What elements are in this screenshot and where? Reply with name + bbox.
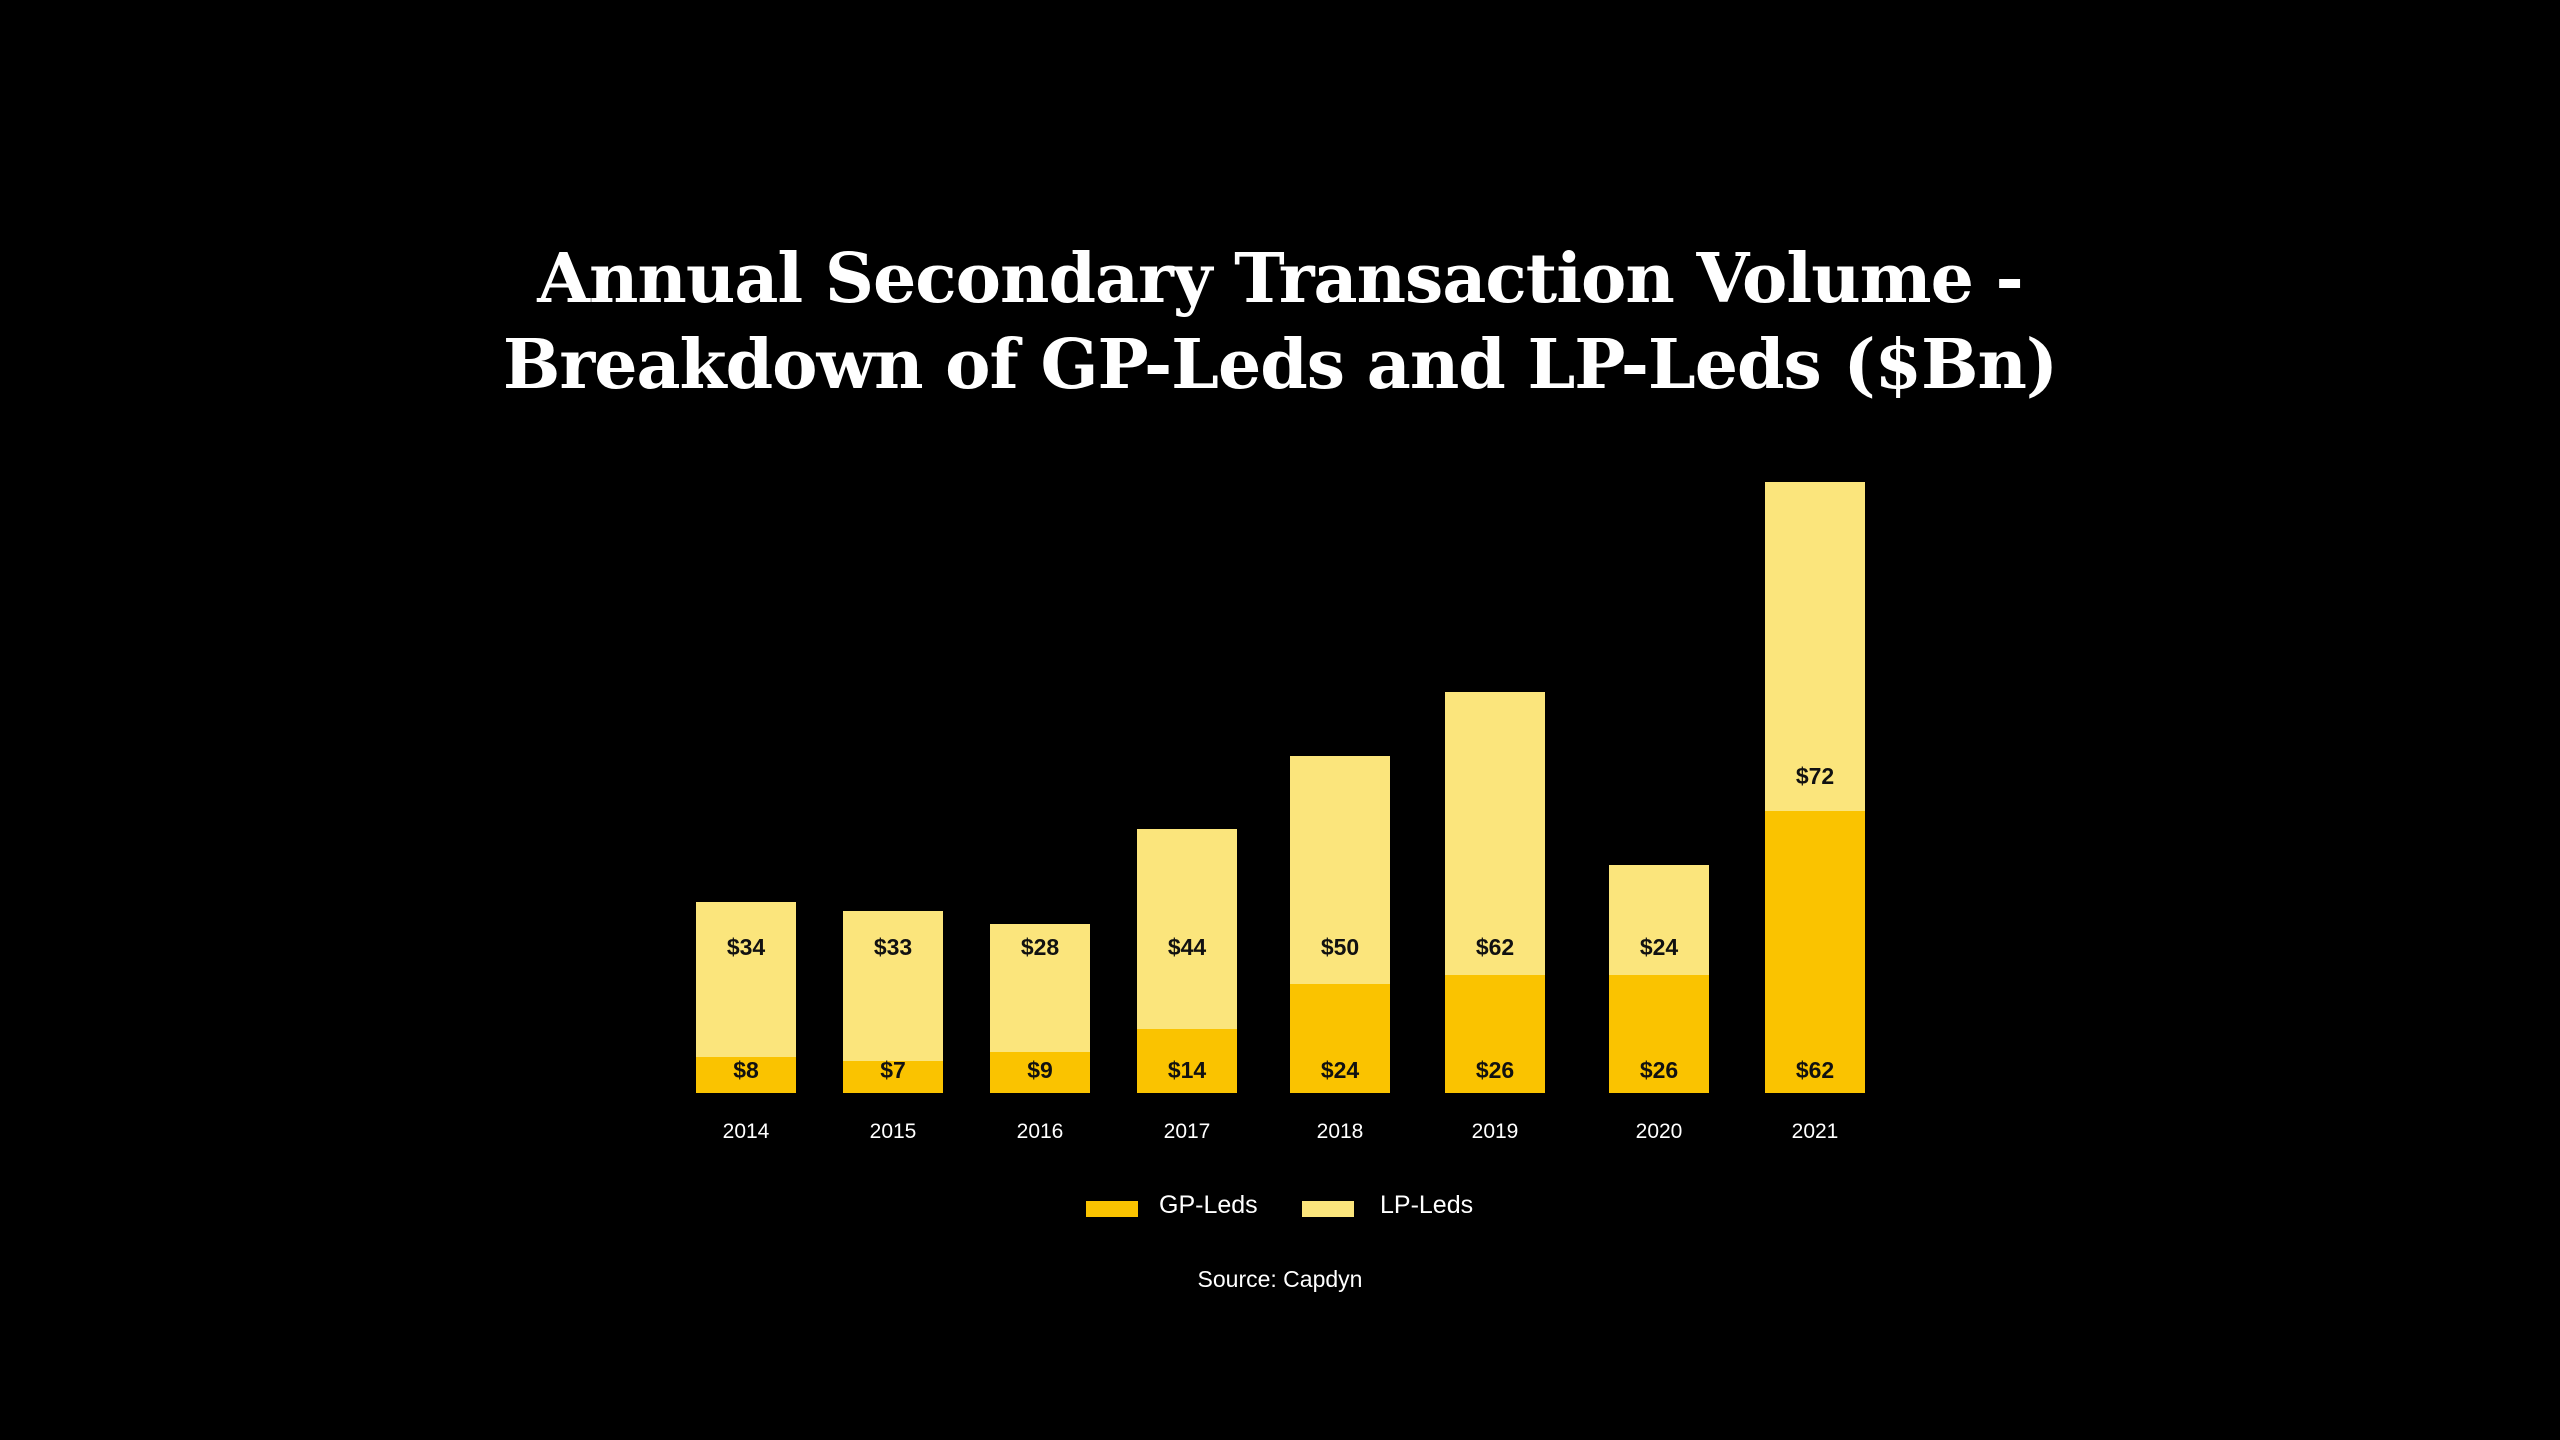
chart-title: Annual Secondary Transaction Volume - Br…	[0, 236, 2560, 408]
bar-segment-lp	[1445, 692, 1545, 975]
bar-segment-lp	[1290, 755, 1390, 984]
value-label-gp: $62	[1795, 1056, 1835, 1083]
value-label-gp: $7	[880, 1056, 906, 1083]
x-axis-label: 2019	[1471, 1120, 1519, 1143]
value-label-lp: $33	[873, 933, 913, 960]
bar-2016: $9 $28	[990, 924, 1090, 1093]
bar-2017: $14 $44	[1137, 828, 1237, 1093]
value-label-lp: $28	[1020, 933, 1060, 960]
value-label-gp: $26	[1475, 1056, 1515, 1083]
legend-gp-swatch	[1086, 1201, 1138, 1217]
x-axis-label: 2021	[1791, 1120, 1839, 1143]
x-axis-label: 2018	[1316, 1120, 1364, 1143]
bar-2015: $7 $33	[843, 910, 943, 1093]
source-note: Source: Capdyn	[1197, 1266, 1363, 1292]
value-label-gp: $8	[733, 1056, 759, 1083]
chart-title-line1: Annual Secondary Transaction Volume -	[537, 239, 2024, 319]
value-label-gp: $26	[1639, 1056, 1679, 1083]
bar-segment-gp	[990, 1051, 1090, 1093]
value-label-lp: $24	[1639, 933, 1679, 960]
bar-2014: $8 $34	[696, 901, 796, 1093]
bar-2019: $26 $62	[1445, 692, 1545, 1093]
x-axis-label: 2017	[1163, 1120, 1211, 1143]
bar-segment-lp	[1765, 482, 1865, 811]
value-label-lp: $34	[726, 933, 766, 960]
value-label-gp: $9	[1027, 1056, 1053, 1083]
bar-segment-lp	[843, 910, 943, 1062]
bar-segment-gp	[1290, 983, 1390, 1093]
bar-segment-gp	[1137, 1029, 1237, 1093]
bar-segment-lp	[1609, 865, 1709, 975]
bar-segment-lp	[990, 924, 1090, 1052]
x-axis-label: 2016	[1016, 1120, 1064, 1143]
x-axis-label: 2020	[1635, 1120, 1683, 1143]
bar-segment-gp	[1609, 974, 1709, 1093]
bar-segment-gp	[1765, 810, 1865, 1093]
chart-title-line2: Breakdown of GP-Leds and LP-Leds ($Bn)	[502, 325, 2058, 405]
bar-2020: $26 $24	[1609, 865, 1709, 1093]
bar-segment-lp	[1137, 828, 1237, 1030]
bar-segment-gp	[1445, 974, 1545, 1093]
value-label-lp: $62	[1475, 933, 1515, 960]
bar-segment-gp	[843, 1061, 943, 1093]
value-label-lp: $72	[1795, 762, 1835, 789]
bar-segment-lp	[696, 901, 796, 1057]
x-axis-label: 2014	[722, 1120, 770, 1143]
value-label-lp: $50	[1320, 933, 1360, 960]
x-axis-label: 2015	[869, 1120, 917, 1143]
value-label-lp: $44	[1167, 933, 1207, 960]
value-label-gp: $14	[1167, 1056, 1207, 1083]
bar-segment-gp	[696, 1056, 796, 1093]
bar-2018: $24 $50	[1290, 755, 1390, 1093]
legend-lp-label: LP-Leds	[1380, 1191, 1474, 1219]
bar-2021: $62 $72	[1765, 482, 1865, 1093]
legend-lp-swatch	[1302, 1201, 1354, 1217]
legend-gp-label: GP-Leds	[1159, 1191, 1258, 1219]
value-label-gp: $24	[1320, 1056, 1360, 1083]
